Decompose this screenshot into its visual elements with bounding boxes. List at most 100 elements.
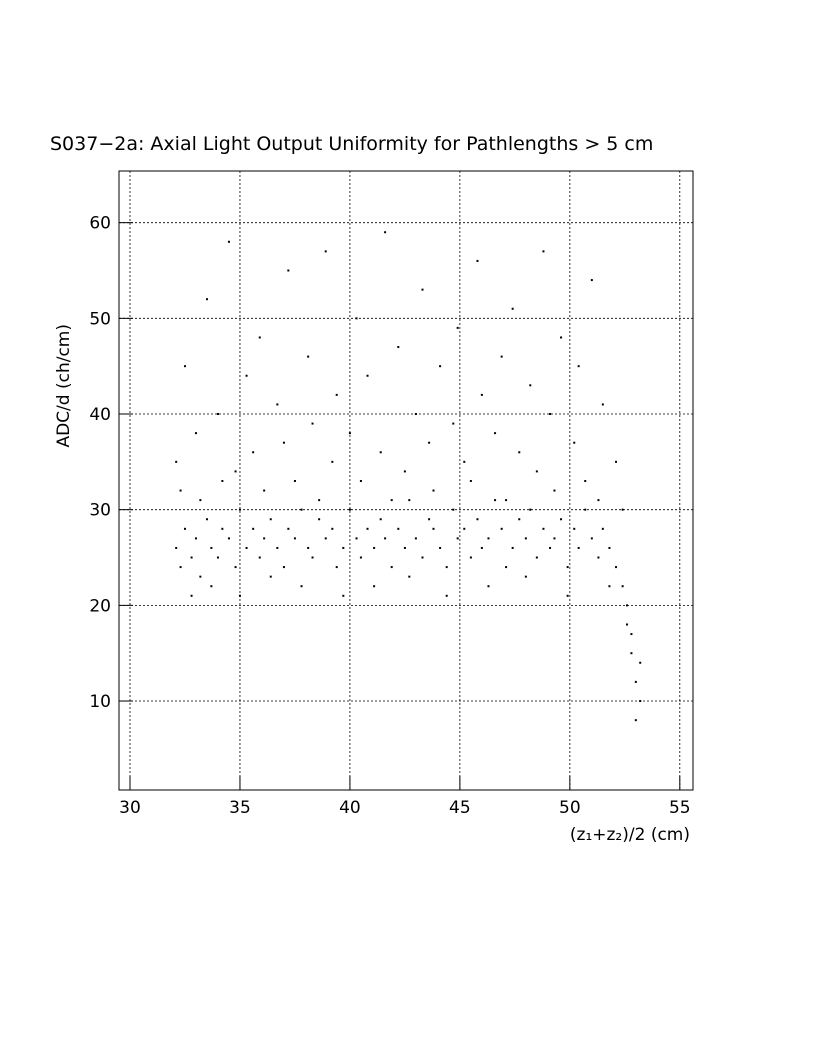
point (183, 365, 186, 368)
point (216, 556, 219, 559)
point (621, 508, 624, 511)
point (456, 326, 459, 329)
x-tick-label: 40 (339, 798, 361, 818)
point (234, 566, 237, 569)
point (190, 556, 193, 559)
y-tick-label: 40 (89, 405, 111, 425)
point (432, 489, 435, 492)
point (566, 566, 569, 569)
point (221, 479, 224, 482)
point (535, 470, 538, 473)
point (577, 546, 580, 549)
point (403, 470, 406, 473)
point (210, 585, 213, 588)
point (428, 441, 431, 444)
point (480, 393, 483, 396)
point (348, 432, 351, 435)
y-tick-label: 60 (89, 214, 111, 234)
point (524, 575, 527, 578)
point (421, 556, 424, 559)
point (566, 594, 569, 597)
point (311, 556, 314, 559)
point (634, 680, 637, 683)
point (608, 585, 611, 588)
point (234, 470, 237, 473)
point (615, 566, 618, 569)
point (408, 575, 411, 578)
point (384, 537, 387, 540)
point (335, 393, 338, 396)
point (252, 527, 255, 530)
point (366, 374, 369, 377)
point (432, 527, 435, 530)
point (258, 336, 261, 339)
point (626, 604, 629, 607)
point (359, 556, 362, 559)
point (511, 307, 514, 310)
point (639, 700, 642, 703)
point (639, 661, 642, 664)
point (590, 537, 593, 540)
point (560, 336, 563, 339)
point (524, 537, 527, 540)
point (227, 240, 230, 243)
point (494, 432, 497, 435)
point (608, 546, 611, 549)
point (476, 259, 479, 262)
point (238, 508, 241, 511)
y-tick-label: 30 (89, 501, 111, 521)
point (414, 537, 417, 540)
point (199, 575, 202, 578)
point (397, 527, 400, 530)
point (331, 527, 334, 530)
point (511, 546, 514, 549)
point (476, 518, 479, 521)
point (331, 460, 334, 463)
x-tick-label: 35 (229, 798, 251, 818)
point (421, 288, 424, 291)
point (205, 518, 208, 521)
point (463, 527, 466, 530)
point (269, 518, 272, 521)
point (456, 537, 459, 540)
point (342, 594, 345, 597)
point (494, 499, 497, 502)
point (573, 441, 576, 444)
point (252, 451, 255, 454)
point (355, 317, 358, 320)
point (183, 527, 186, 530)
point (287, 527, 290, 530)
point (630, 633, 633, 636)
point (542, 527, 545, 530)
point (452, 508, 455, 511)
point (408, 499, 411, 502)
point (245, 374, 248, 377)
point (300, 585, 303, 588)
point (175, 546, 178, 549)
point (597, 556, 600, 559)
point (366, 527, 369, 530)
point (263, 489, 266, 492)
point (210, 546, 213, 549)
point (469, 556, 472, 559)
point (601, 527, 604, 530)
point (311, 422, 314, 425)
point (529, 508, 532, 511)
point (634, 719, 637, 722)
point (505, 566, 508, 569)
point (342, 546, 345, 549)
point (282, 566, 285, 569)
point (518, 518, 521, 521)
point (487, 585, 490, 588)
point (300, 508, 303, 511)
x-tick-label: 50 (559, 798, 581, 818)
point (179, 489, 182, 492)
point (560, 518, 563, 521)
point (414, 413, 417, 416)
point (287, 269, 290, 272)
point (553, 489, 556, 492)
point (324, 537, 327, 540)
point (505, 499, 508, 502)
point (373, 585, 376, 588)
point (379, 451, 382, 454)
